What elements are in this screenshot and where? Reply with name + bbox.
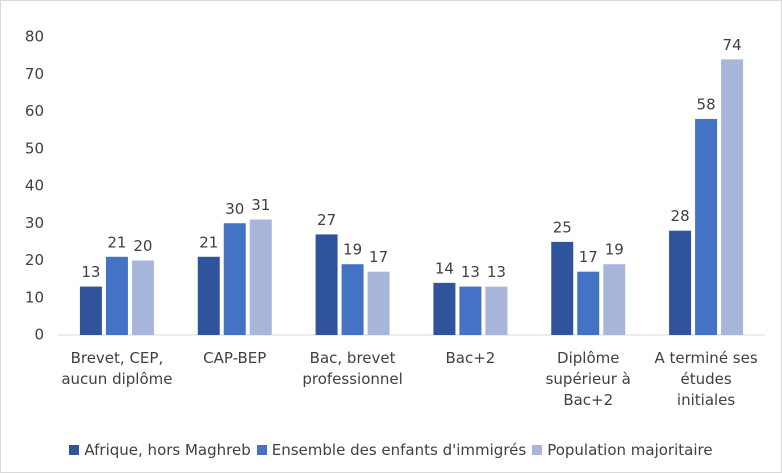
- data-label: 21: [199, 233, 218, 251]
- legend-swatch: [69, 445, 80, 455]
- data-label: 13: [461, 263, 480, 281]
- legend: Afrique, hors Maghreb Ensemble des enfant…: [0, 441, 782, 459]
- data-label: 19: [605, 241, 624, 259]
- legend-label: Ensemble des enfants d'immigrés: [271, 441, 527, 459]
- data-label: 13: [487, 263, 506, 281]
- data-label: 25: [553, 218, 572, 236]
- data-label: 17: [579, 248, 598, 266]
- bar: [695, 118, 718, 335]
- bar: [485, 286, 508, 335]
- bar: [197, 256, 220, 335]
- bar: [551, 241, 574, 335]
- data-label: 20: [133, 237, 152, 255]
- data-label: 74: [723, 36, 742, 54]
- bar: [577, 271, 600, 335]
- data-label: 58: [697, 95, 716, 113]
- data-label: 31: [251, 196, 270, 214]
- x-tick-label: Brevet, CEP, aucun diplôme: [61, 349, 173, 388]
- data-label: 27: [317, 211, 336, 229]
- bar: [249, 219, 272, 335]
- x-tick-label: Bac+2: [445, 349, 496, 367]
- legend-label: Afrique, hors Maghreb: [84, 441, 251, 459]
- y-tick-label: 70: [25, 65, 44, 83]
- y-tick-label: 80: [25, 28, 44, 46]
- y-tick-label: 40: [25, 177, 44, 195]
- x-tick-label: A terminé ses études initiales: [654, 349, 758, 409]
- bar: [315, 234, 338, 335]
- data-label: 13: [81, 263, 100, 281]
- legend-swatch: [256, 445, 267, 455]
- bar: [131, 260, 154, 335]
- bar: [603, 264, 626, 335]
- x-tick-label: CAP-BEP: [203, 349, 267, 367]
- data-label: 28: [671, 207, 690, 225]
- legend-swatch: [532, 445, 543, 455]
- y-tick-label: 60: [25, 102, 44, 120]
- bar: [79, 286, 102, 335]
- bar: [341, 264, 364, 335]
- bar: [669, 230, 692, 335]
- legend-item: Ensemble des enfants d'immigrés: [256, 441, 527, 459]
- data-label: 21: [107, 233, 126, 251]
- data-label: 19: [343, 241, 362, 259]
- y-tick-label: 50: [25, 139, 44, 157]
- bar: [433, 282, 456, 335]
- y-tick-label: 30: [25, 214, 44, 232]
- data-label: 17: [369, 248, 388, 266]
- data-label: 30: [225, 200, 244, 218]
- bar: [223, 223, 246, 335]
- x-tick-label: Bac, brevet professionnel: [302, 349, 403, 388]
- x-tick-label: Diplôme supérieur à Bac+2: [545, 349, 631, 409]
- data-label: 14: [435, 259, 454, 277]
- y-tick-label: 10: [25, 288, 44, 306]
- legend-item: Population majoritaire: [532, 441, 713, 459]
- bar: [367, 271, 390, 335]
- y-tick-label: 20: [25, 251, 44, 269]
- legend-label: Population majoritaire: [547, 441, 713, 459]
- legend-item: Afrique, hors Maghreb: [69, 441, 251, 459]
- bar: [459, 286, 482, 335]
- bar: [721, 59, 744, 335]
- bar: [105, 256, 128, 335]
- y-tick-label: 0: [34, 326, 44, 344]
